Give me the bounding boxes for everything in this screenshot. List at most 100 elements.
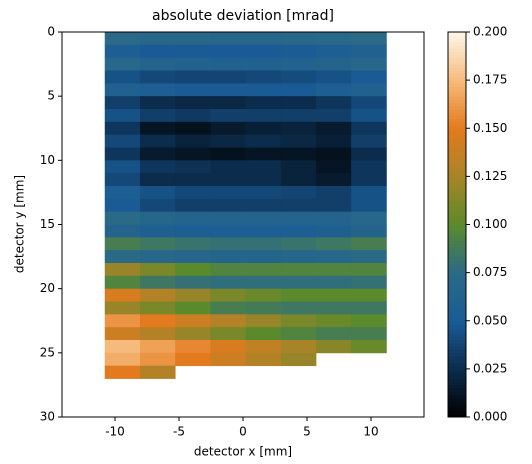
heatmap-cell xyxy=(139,314,176,328)
heatmap-cell xyxy=(351,109,387,123)
colorbar-band xyxy=(448,272,466,277)
y-tick-label: 30 xyxy=(40,410,55,424)
heatmap-cell xyxy=(139,250,176,264)
y-tick-label: 25 xyxy=(40,345,55,359)
colorbar-band xyxy=(448,250,466,254)
colorbar-band xyxy=(448,202,466,206)
colorbar-band xyxy=(448,41,466,46)
heatmap-cell xyxy=(351,147,387,161)
colorbar-band xyxy=(448,407,466,412)
colorbar-band xyxy=(448,173,466,177)
heatmap-cell xyxy=(139,288,176,302)
colorbar-band xyxy=(448,246,466,251)
heatmap-cell xyxy=(175,224,211,238)
heatmap-cell xyxy=(175,275,211,290)
colorbar-band xyxy=(448,356,466,360)
heatmap-cell xyxy=(280,173,317,187)
heatmap-cell xyxy=(210,340,246,354)
colorbar-band xyxy=(448,269,466,274)
colorbar-band xyxy=(448,397,466,402)
heatmap-cell xyxy=(280,327,317,341)
heatmap-cell xyxy=(139,340,176,354)
heatmap-cell xyxy=(351,275,387,290)
colorbar-band xyxy=(448,381,466,386)
colorbar-tick-label: 0.025 xyxy=(473,361,507,375)
colorbar-band xyxy=(448,314,466,319)
heatmap-cell xyxy=(245,250,282,264)
heatmap-cell xyxy=(210,327,246,341)
colorbar-band xyxy=(448,368,466,373)
heatmap-cell xyxy=(104,32,141,46)
colorbar-tick-label: 0.000 xyxy=(473,410,507,424)
heatmap-cell xyxy=(351,224,387,238)
colorbar-band xyxy=(448,54,466,59)
colorbar-band xyxy=(448,160,466,165)
colorbar-band xyxy=(448,263,466,267)
heatmap-cell xyxy=(245,314,282,328)
heatmap-cell xyxy=(104,275,141,290)
heatmap-cell xyxy=(351,327,387,341)
colorbar-band xyxy=(448,237,466,242)
colorbar-band xyxy=(448,157,466,161)
colorbar-band xyxy=(448,121,466,126)
colorbar-band xyxy=(448,221,466,225)
heatmap-cell xyxy=(351,83,387,97)
heatmap-cell xyxy=(245,70,282,84)
colorbar-band xyxy=(448,134,466,139)
colorbar-band xyxy=(448,131,466,136)
heatmap-cell xyxy=(175,44,211,59)
heatmap-cell xyxy=(139,160,176,174)
heatmap-cell xyxy=(245,83,282,97)
heatmap-cell xyxy=(175,160,211,174)
heatmap-cell xyxy=(175,186,211,200)
heatmap-cell xyxy=(245,288,282,302)
heatmap-cell xyxy=(175,263,211,277)
heatmap-cell xyxy=(315,198,352,213)
heatmap-cell xyxy=(104,70,141,84)
colorbar-band xyxy=(448,288,466,293)
heatmap-cell xyxy=(280,160,317,174)
heatmap-cell xyxy=(351,160,387,174)
colorbar-band xyxy=(448,163,466,168)
x-tick-label: -10 xyxy=(105,425,125,439)
heatmap-cell xyxy=(351,301,387,315)
heatmap-cell xyxy=(245,134,282,148)
heatmap-cell xyxy=(315,250,352,264)
colorbar-tick-label: 0.075 xyxy=(473,265,507,279)
heatmap-cell xyxy=(280,314,317,328)
colorbar-band xyxy=(448,343,466,347)
heatmap-cell xyxy=(139,327,176,341)
heatmap-cell xyxy=(104,134,141,148)
colorbar-band xyxy=(448,83,466,88)
heatmap-cell xyxy=(139,134,176,148)
y-tick-label: 15 xyxy=(40,217,55,231)
colorbar-band xyxy=(448,378,466,383)
colorbar-band xyxy=(448,240,466,245)
heatmap-cell xyxy=(139,263,176,277)
colorbar-band xyxy=(448,359,466,363)
heatmap-cell xyxy=(139,237,176,251)
heatmap-cell xyxy=(210,224,246,238)
colorbar-band xyxy=(448,330,466,335)
heatmap-cell xyxy=(280,211,317,225)
heatmap-cell xyxy=(315,44,352,59)
heatmap-cell xyxy=(210,134,246,148)
heatmap-cell xyxy=(104,186,141,200)
x-tick-label: 5 xyxy=(303,425,311,439)
heatmap-cell xyxy=(210,44,246,59)
colorbar-band xyxy=(448,279,466,283)
heatmap xyxy=(104,32,387,379)
colorbar-band xyxy=(448,214,466,219)
y-tick-label: 20 xyxy=(40,281,55,295)
colorbar-band xyxy=(448,208,466,213)
colorbar-band xyxy=(448,153,466,158)
heatmap-cell xyxy=(351,250,387,264)
heatmap-cell xyxy=(315,83,352,97)
heatmap-cell xyxy=(245,352,282,367)
heatmap-cell xyxy=(280,83,317,97)
heatmap-cell xyxy=(104,96,141,110)
heatmap-cell xyxy=(245,109,282,123)
axes: -10 -5 0 5 10 0 5 10 15 20 25 30 xyxy=(40,25,425,439)
colorbar-band xyxy=(448,51,466,55)
